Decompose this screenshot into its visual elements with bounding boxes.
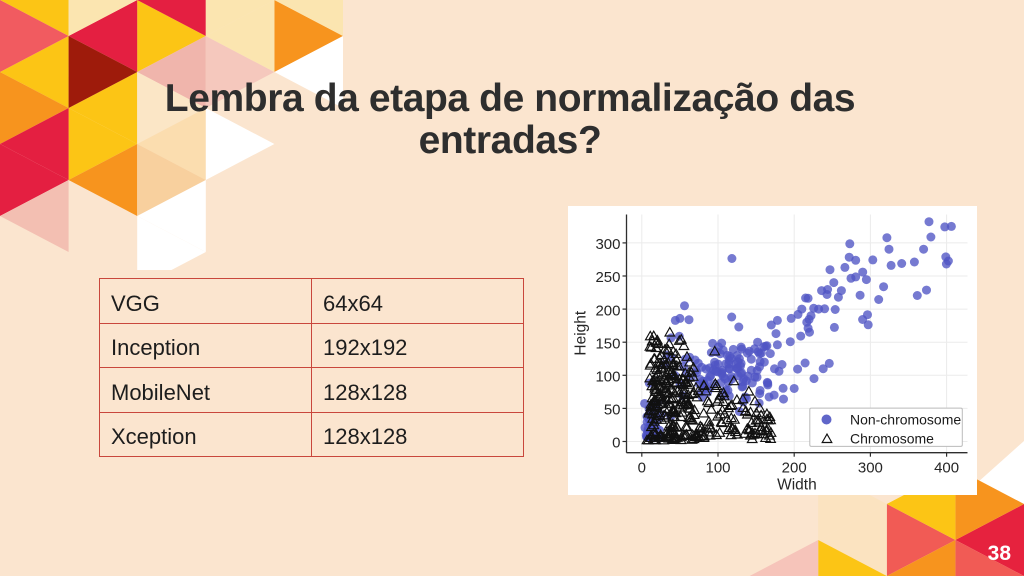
svg-text:400: 400	[934, 459, 959, 476]
svg-text:300: 300	[857, 459, 882, 476]
svg-text:Width: Width	[777, 477, 817, 494]
svg-text:Height: Height	[572, 310, 589, 355]
svg-text:100: 100	[595, 368, 620, 385]
svg-text:200: 200	[595, 302, 620, 319]
svg-text:150: 150	[595, 335, 620, 352]
svg-text:0: 0	[612, 435, 620, 452]
svg-text:Chromosome: Chromosome	[849, 430, 933, 446]
svg-text:200: 200	[781, 459, 806, 476]
svg-text:250: 250	[595, 269, 620, 286]
svg-text:0: 0	[637, 459, 645, 476]
svg-text:Non-chromosome: Non-chromosome	[849, 411, 960, 427]
svg-text:100: 100	[705, 459, 730, 476]
svg-text:50: 50	[603, 402, 620, 419]
svg-text:300: 300	[595, 236, 620, 253]
